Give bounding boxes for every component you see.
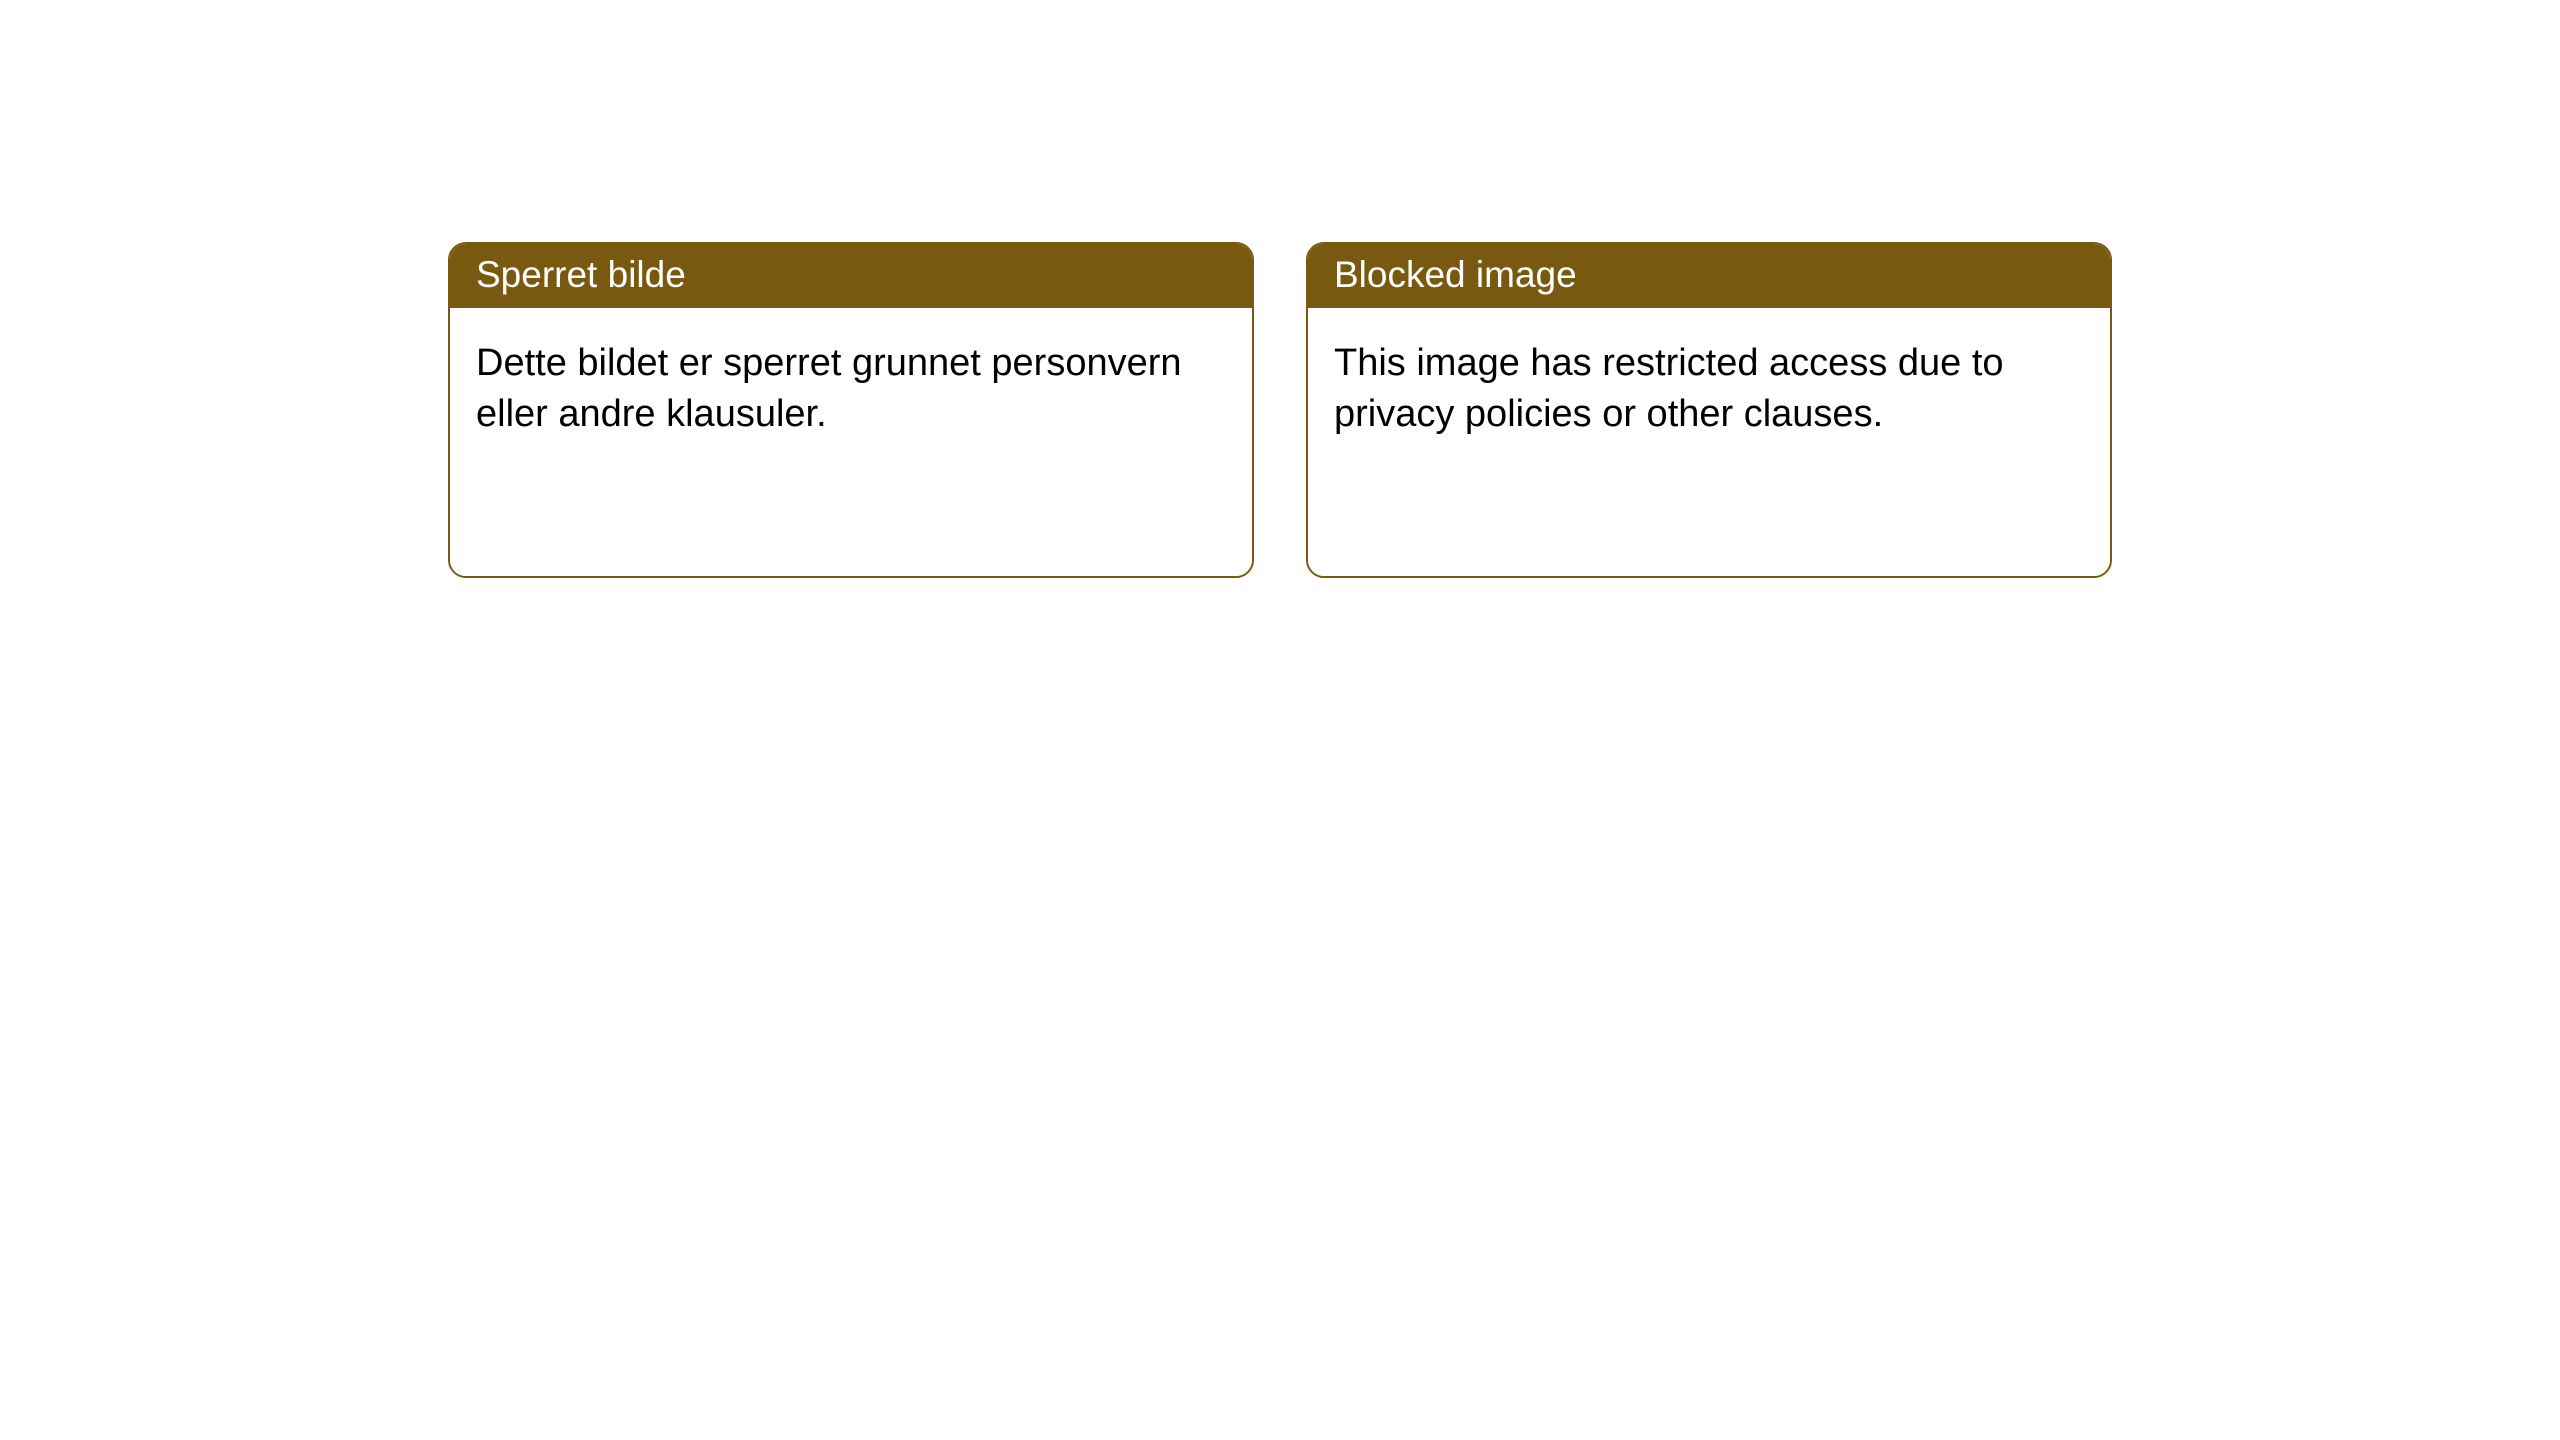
- notice-card-norwegian: Sperret bilde Dette bildet er sperret gr…: [448, 242, 1254, 578]
- notice-body: This image has restricted access due to …: [1308, 308, 2110, 576]
- notice-body-text: Dette bildet er sperret grunnet personve…: [476, 342, 1182, 435]
- notice-title: Blocked image: [1334, 254, 1577, 295]
- notice-body-text: This image has restricted access due to …: [1334, 342, 2004, 435]
- notice-body: Dette bildet er sperret grunnet personve…: [450, 308, 1252, 576]
- notice-card-english: Blocked image This image has restricted …: [1306, 242, 2112, 578]
- notice-header: Sperret bilde: [450, 244, 1252, 308]
- notice-title: Sperret bilde: [476, 254, 686, 295]
- notice-header: Blocked image: [1308, 244, 2110, 308]
- notice-container: Sperret bilde Dette bildet er sperret gr…: [0, 0, 2560, 578]
